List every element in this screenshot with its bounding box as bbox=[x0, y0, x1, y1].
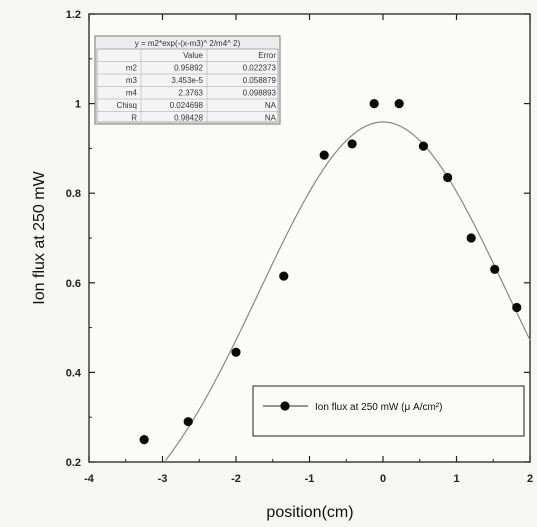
fit-table-cell: 0.98428 bbox=[174, 114, 203, 123]
x-tick-label: -3 bbox=[158, 473, 168, 485]
fit-table-cell: 2.3763 bbox=[179, 89, 204, 98]
x-tick-label: 1 bbox=[453, 473, 459, 485]
data-point bbox=[512, 302, 522, 313]
fit-table-cell: NA bbox=[265, 101, 277, 110]
y-tick-label: 1.2 bbox=[66, 9, 81, 21]
x-tick-label: -2 bbox=[231, 473, 241, 485]
fit-table-cell: R bbox=[131, 114, 137, 123]
fit-results-table: y = m2*exp(-(x-m3)^ 2/m4^ 2) Value Error m2… bbox=[94, 35, 281, 125]
data-point bbox=[279, 271, 289, 281]
data-point bbox=[347, 139, 357, 149]
fit-table-cell: m4 bbox=[126, 89, 138, 98]
y-tick-label: 1 bbox=[75, 99, 81, 111]
fit-table-cell: m2 bbox=[126, 64, 138, 73]
fit-table-cell: m3 bbox=[126, 76, 138, 85]
y-tick-label: 0.4 bbox=[66, 367, 82, 379]
legend-box bbox=[252, 385, 525, 437]
x-tick-label: 2 bbox=[527, 473, 533, 485]
x-tick-label: 0 bbox=[380, 473, 386, 485]
fit-table-header: Error bbox=[258, 51, 276, 60]
fit-table-cell: 0.058879 bbox=[243, 76, 277, 85]
data-point bbox=[418, 141, 429, 151]
fit-table-cell: 0.022373 bbox=[243, 64, 277, 73]
fit-table-header: Value bbox=[183, 51, 203, 60]
data-point bbox=[319, 150, 329, 160]
legend-label: Ion flux at 250 mW (μ A/cm²) bbox=[315, 402, 442, 413]
data-point bbox=[443, 172, 453, 183]
fit-table-cell: 0.95892 bbox=[174, 64, 203, 73]
fit-table-cell: 0.024698 bbox=[170, 101, 204, 110]
data-point bbox=[490, 264, 500, 274]
data-point bbox=[369, 99, 379, 109]
legend-marker bbox=[280, 401, 290, 411]
legend: Ion flux at 250 mW (μ A/cm²) bbox=[252, 385, 525, 437]
fit-table-cell: 3.453e-5 bbox=[171, 76, 203, 85]
data-points bbox=[139, 99, 522, 445]
x-tick-label: -1 bbox=[305, 473, 315, 485]
y-tick-label: 0.6 bbox=[66, 278, 81, 290]
axis-ticks: -4 -3 -2 -1 0 1 2 0.2 0.4 0.6 0.8 1 1.2 bbox=[66, 9, 533, 485]
fit-curve-layer bbox=[164, 121, 531, 461]
x-tick-label: -4 bbox=[84, 473, 95, 485]
fit-table-cell: NA bbox=[265, 114, 277, 123]
fit-table-cell: Chisq bbox=[117, 101, 137, 110]
x-axis-title: position(cm) bbox=[266, 504, 353, 521]
y-tick-label: 0.8 bbox=[66, 188, 81, 200]
fit-curve bbox=[164, 121, 531, 461]
data-point bbox=[466, 233, 476, 243]
fit-table-cell: 0.098893 bbox=[243, 89, 277, 98]
fit-table-title: y = m2*exp(-(x-m3)^ 2/m4^ 2) bbox=[135, 39, 241, 48]
data-point bbox=[394, 99, 404, 109]
data-point bbox=[231, 347, 241, 357]
data-point bbox=[183, 417, 193, 427]
y-tick-label: 0.2 bbox=[66, 457, 81, 469]
data-point bbox=[139, 435, 149, 445]
y-axis-title: Ion flux at 250 mW bbox=[31, 170, 48, 304]
